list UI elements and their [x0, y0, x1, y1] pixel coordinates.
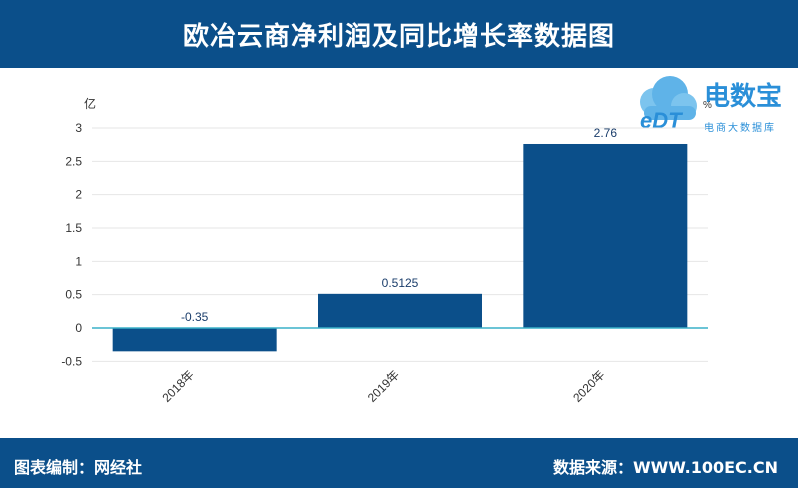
y-tick-label: 2: [75, 188, 82, 202]
y-tick-label: 3: [75, 121, 82, 135]
y2-axis-unit: %: [703, 100, 712, 111]
y-tick-label: 1.5: [65, 221, 82, 235]
bar-chart: -0.5 0 0.5 1 1.5 2 2.5 3亿 % -0.35 2018年 0.5125 2019年…: [61, 96, 712, 405]
brand-logo: eDT 电数宝 电商大数据库: [626, 72, 796, 134]
data-label: 0.5125: [382, 276, 419, 290]
y-tick-label: 1: [75, 254, 82, 268]
x-tick-label: 2019年: [365, 368, 402, 405]
y-tick-label: -0.5: [61, 354, 82, 368]
y-tick-label: 0: [75, 321, 82, 335]
x-tick-label: 2020年: [570, 368, 607, 405]
y-tick-label: 0.5: [65, 288, 82, 302]
bar: [523, 143, 688, 328]
bar: [318, 293, 482, 328]
logo-brand-text: 电数宝: [704, 82, 783, 112]
chart-title: 欧冶云商净利润及同比增长率数据图: [182, 21, 615, 52]
bar: [112, 328, 277, 352]
x-tick-label: 2018年: [160, 368, 197, 405]
footer-source: 数据来源：WWW.100EC.CN: [552, 458, 778, 477]
chart-footer: 图表编制：网经社 数据来源：WWW.100EC.CN: [0, 438, 798, 488]
data-label: -0.35: [181, 310, 209, 324]
y-tick-label: 2.5: [65, 154, 82, 168]
logo-subtitle: 电商大数据库: [704, 123, 776, 134]
cloud-logo-icon: eDT: [640, 76, 697, 133]
y-axis-unit: 亿: [84, 96, 96, 111]
svg-text:eDT: eDT: [640, 108, 683, 133]
data-label: 2.76: [594, 126, 618, 140]
chart-header: 欧冶云商净利润及同比增长率数据图: [0, 0, 798, 68]
footer-credit: 图表编制：网经社: [14, 458, 143, 477]
